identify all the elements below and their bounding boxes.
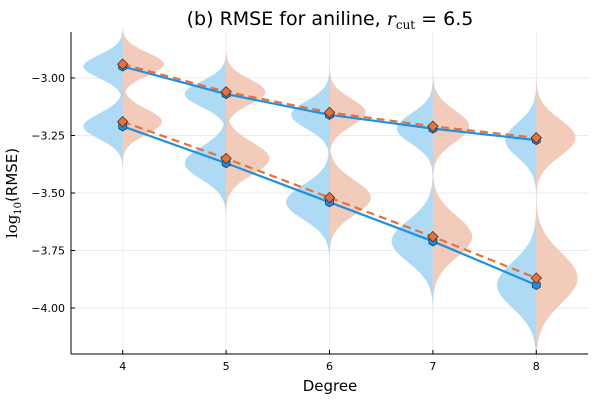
violin-upper-blue — [184, 53, 227, 135]
chart-title: (b) RMSE for aniline, rcut = 6.5 — [187, 8, 474, 32]
marker-upper-orange — [116, 58, 129, 70]
y-tick-label: −3.00 — [31, 72, 65, 85]
marker-upper-orange — [427, 120, 439, 133]
violin-upper-blue — [291, 70, 330, 159]
x-tick-label: 8 — [533, 360, 540, 373]
violin-upper-blue — [83, 29, 123, 104]
series-markers — [116, 58, 543, 291]
violin-upper-blue — [505, 84, 537, 196]
marker-upper-orange — [220, 86, 232, 98]
line-lower-orange — [122, 120, 537, 280]
violin-upper-orange — [432, 74, 470, 178]
violin-lower-orange — [226, 106, 270, 211]
violins — [83, 27, 578, 360]
violin-upper-orange — [536, 78, 576, 197]
violin-lower-blue — [184, 111, 227, 215]
violin-lower-orange — [536, 197, 578, 360]
y-tick-label: −4.00 — [31, 302, 65, 315]
violin-lower-orange — [122, 81, 162, 163]
marker-lower-orange — [530, 272, 543, 284]
violin-upper-orange — [329, 68, 366, 157]
x-tick-label: 4 — [119, 360, 126, 373]
y-tick-label: −3.75 — [31, 245, 65, 258]
violin-lower-orange — [432, 170, 473, 303]
violin-upper-blue — [396, 80, 433, 177]
violin-lower-blue — [83, 85, 123, 167]
y-axis-label: log10(RMSE) — [3, 148, 24, 238]
marker-lower-blue — [531, 279, 541, 291]
marker-upper-orange — [323, 106, 336, 119]
x-tick-label: 7 — [429, 360, 436, 373]
x-tick-label: 5 — [223, 360, 230, 373]
marker-lower-orange — [323, 191, 336, 204]
axes: 4 5 6 7 8 −3.00 −3.25 −3.50 −3.75 −4.00 — [31, 32, 588, 373]
violin-lower-blue — [391, 175, 433, 308]
violin-upper-orange — [226, 51, 266, 133]
y-tick-label: −3.50 — [31, 187, 65, 200]
marker-lower-orange — [427, 230, 439, 243]
marker-lower-orange — [116, 115, 129, 128]
marker-lower-orange — [220, 152, 232, 165]
y-tick-label: −3.25 — [31, 130, 65, 143]
violin-lower-blue — [497, 211, 537, 359]
violin-lower-orange — [329, 142, 371, 253]
violin-upper-orange — [122, 27, 165, 101]
x-tick-label: 6 — [326, 360, 333, 373]
x-axis-label: Degree — [303, 377, 358, 395]
marker-upper-orange — [530, 132, 543, 144]
violin-lower-blue — [286, 147, 330, 258]
